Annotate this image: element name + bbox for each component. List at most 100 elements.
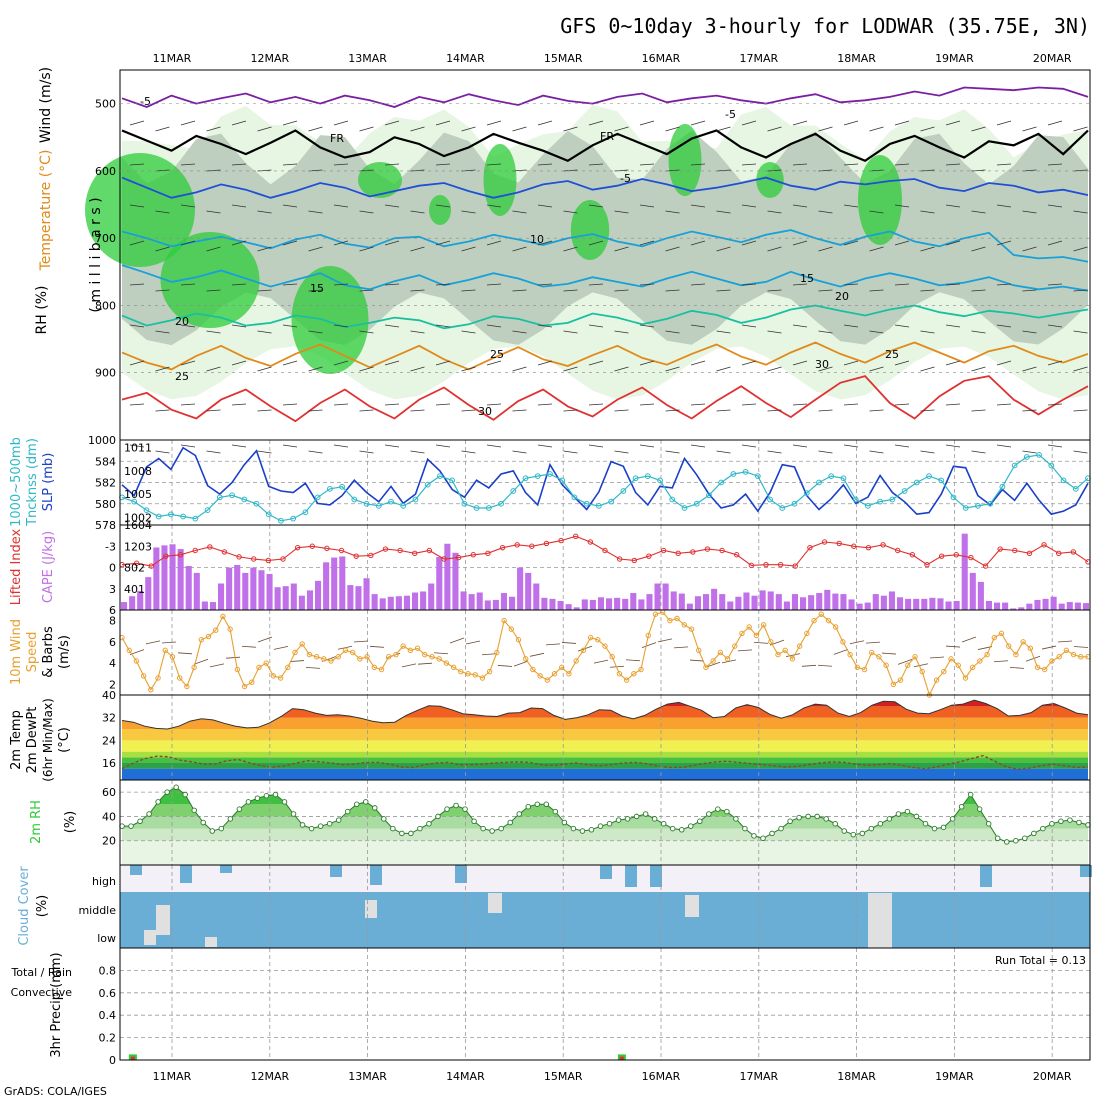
rh-marker xyxy=(769,830,775,837)
wind10-marker xyxy=(811,617,817,624)
wind-barb xyxy=(384,324,400,328)
wind10-marker xyxy=(869,649,875,656)
rh-marker xyxy=(633,813,640,820)
wind10-marker xyxy=(422,651,428,658)
wind-barb xyxy=(537,444,553,448)
rh-marker xyxy=(1022,835,1028,842)
wind-barb xyxy=(282,360,298,366)
wind10-marker xyxy=(609,654,615,660)
wind10-marker xyxy=(220,613,226,620)
cape-bar xyxy=(985,600,992,610)
wind-barb xyxy=(1047,120,1063,126)
wind10-barb xyxy=(721,659,737,664)
wind-barb xyxy=(639,360,655,366)
lifted-index-marker xyxy=(836,540,842,547)
cloud-high-bar xyxy=(330,865,342,877)
wind10-marker xyxy=(530,666,536,673)
wind10-marker xyxy=(573,658,579,664)
wind-barb xyxy=(920,169,935,172)
wind-barb xyxy=(410,409,425,412)
lifted-index-marker xyxy=(543,540,550,547)
rh-marker xyxy=(760,835,766,842)
rh-marker xyxy=(606,820,613,827)
wind-barb xyxy=(461,210,476,214)
wind10-marker xyxy=(796,643,803,649)
wind-barb xyxy=(333,360,349,366)
wind10-marker xyxy=(760,622,767,628)
cloud-middle-low-fill xyxy=(120,892,1090,948)
wind10-marker xyxy=(198,637,204,643)
wind-barb xyxy=(716,330,731,334)
lifted-index-marker xyxy=(734,552,740,558)
upper-air-y-tick: 600 xyxy=(95,165,116,178)
cape-bar xyxy=(153,547,160,610)
wind-barb xyxy=(767,169,782,172)
wind10-barb xyxy=(353,640,369,643)
rh-marker xyxy=(471,818,477,825)
cape-y-tick: 1604 xyxy=(124,519,152,532)
thickness-marker xyxy=(1036,451,1042,458)
wind-barb xyxy=(1047,163,1063,166)
slp-y-tick: 1002 xyxy=(124,511,152,524)
wind10-barb xyxy=(497,665,513,667)
wind-barb xyxy=(563,366,578,372)
rh-band xyxy=(122,840,1088,865)
wind-barb xyxy=(894,120,910,126)
wind-barb xyxy=(920,330,935,334)
cape-bar xyxy=(306,590,313,610)
wind10-marker xyxy=(854,664,861,671)
cloud-cover-unit: (%) xyxy=(35,895,50,918)
wind10-marker xyxy=(919,668,925,675)
lifted-index-marker xyxy=(704,546,711,552)
cloud-high-bar xyxy=(220,865,232,873)
isotherm-label: 25 xyxy=(490,348,504,361)
rh-marker xyxy=(904,808,911,815)
rh-marker xyxy=(823,816,829,822)
wind10-barb xyxy=(657,638,673,643)
rh-marker xyxy=(281,799,288,805)
wind-barb xyxy=(333,324,349,328)
isotherm-label: 20 xyxy=(835,290,849,303)
wind10-marker xyxy=(941,668,947,675)
lifted-index-marker xyxy=(968,554,974,561)
wind-barb xyxy=(308,409,323,412)
thickness-marker xyxy=(204,507,211,514)
wind-barb xyxy=(512,330,527,334)
wind-barb xyxy=(129,403,145,406)
wind-barb xyxy=(920,409,935,412)
wind-barb xyxy=(512,246,527,252)
wind10-barb xyxy=(1009,666,1025,669)
temp-label-1: 2m Temp xyxy=(9,710,24,770)
wind10-marker xyxy=(984,651,990,658)
lifted-index-marker xyxy=(660,547,667,554)
cape-bar xyxy=(638,599,645,610)
cape-bar xyxy=(800,597,807,610)
wind-barb xyxy=(435,283,451,286)
wind-barb xyxy=(206,169,221,172)
wind-barb xyxy=(180,240,196,246)
wind-barb xyxy=(741,283,757,286)
rh-marker xyxy=(850,831,857,838)
cape-bar xyxy=(412,592,419,610)
wind10-barb xyxy=(241,645,257,648)
thickness-marker xyxy=(791,500,798,507)
wind-barb xyxy=(410,450,425,454)
cape-bar xyxy=(315,580,322,610)
cape-bar xyxy=(654,583,661,610)
rh-y-tick: 60 xyxy=(102,786,116,799)
wind-barb xyxy=(716,289,731,292)
slp-label: SLP (mb) xyxy=(41,453,56,512)
cape-bar xyxy=(759,590,766,610)
wind-barb xyxy=(818,126,833,132)
precip-y-tick: 0.8 xyxy=(99,964,117,977)
wind10-marker xyxy=(184,683,190,690)
wind-barb xyxy=(690,120,706,126)
lifted-index-marker xyxy=(514,542,520,548)
wind-barb xyxy=(894,444,910,448)
wind-barb xyxy=(1022,246,1037,252)
wind-barb xyxy=(461,246,476,252)
wind-barb xyxy=(512,126,527,132)
rh-marker xyxy=(507,819,513,826)
thickness-marker xyxy=(632,475,639,482)
wind-barb xyxy=(282,324,298,328)
